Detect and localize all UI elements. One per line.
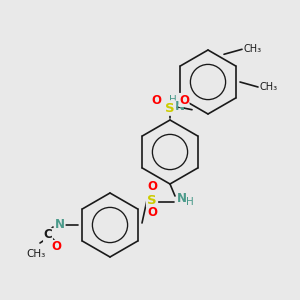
Text: O: O [151,94,161,106]
Text: CH₃: CH₃ [243,44,261,54]
Text: C: C [44,229,52,242]
Text: H: H [186,197,194,207]
Text: CH₃: CH₃ [26,249,46,259]
Text: O: O [51,241,61,254]
Text: S: S [147,194,157,206]
Text: S: S [165,101,175,115]
Text: N: N [175,100,185,113]
Text: CH₃: CH₃ [259,82,277,92]
Text: H: H [169,95,177,105]
Text: N: N [55,218,65,232]
Text: H: H [54,220,62,230]
Text: N: N [177,191,187,205]
Text: O: O [147,181,157,194]
Text: O: O [179,94,189,106]
Text: O: O [147,206,157,220]
